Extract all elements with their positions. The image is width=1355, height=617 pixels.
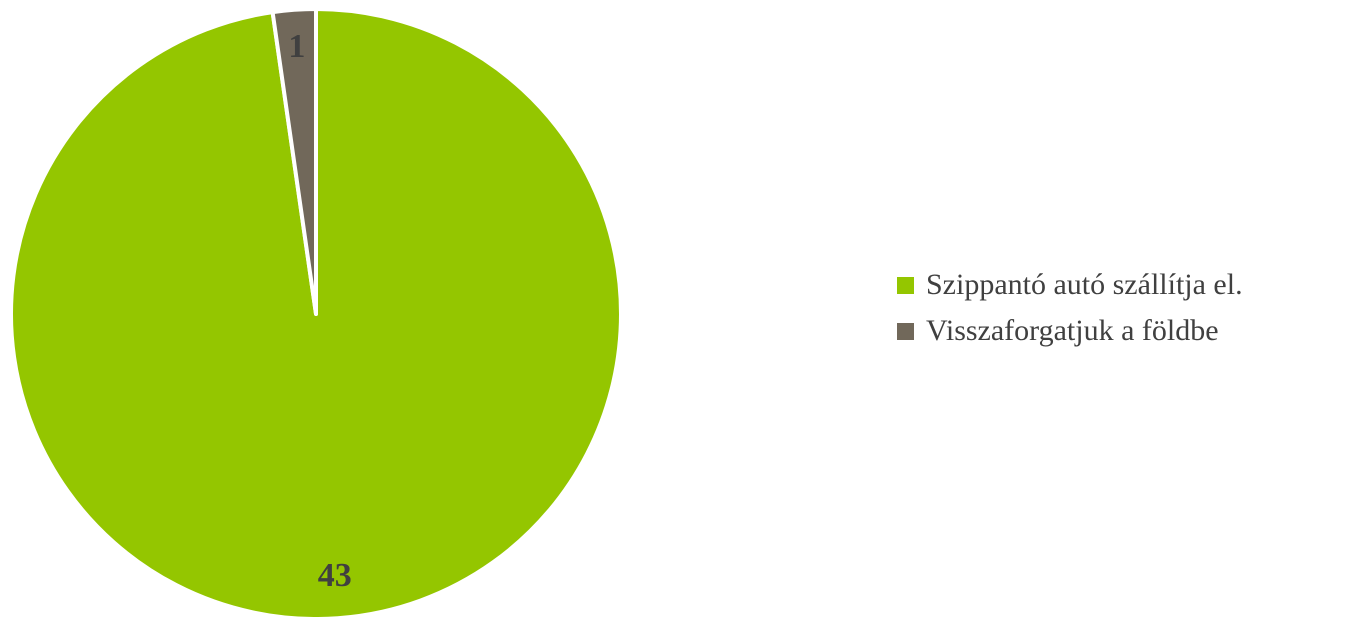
legend-label-1: Visszaforgatjuk a földbe [926, 314, 1219, 347]
legend-swatch-0 [897, 276, 914, 294]
pie-slice-1 [270, 7, 318, 316]
legend-item-1: Visszaforgatjuk a földbe [897, 308, 1243, 354]
pie-data-labels: 43 1 [288, 28, 351, 594]
legend: Szippantó autó szállítja el. Visszaforga… [897, 262, 1243, 354]
data-label-1: 1 [288, 28, 305, 65]
pie-slices [9, 7, 623, 617]
data-label-0: 43 [318, 557, 352, 594]
legend-swatch-1 [897, 322, 914, 340]
legend-label-0: Szippantó autó szállítja el. [926, 268, 1243, 301]
legend-item-0: Szippantó autó szállítja el. [897, 262, 1243, 308]
